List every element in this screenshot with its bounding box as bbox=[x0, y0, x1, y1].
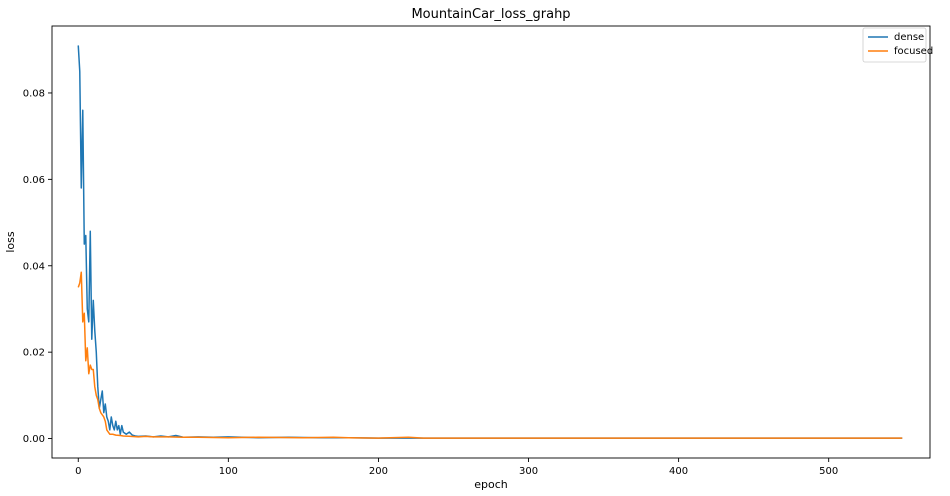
y-axis-label: loss bbox=[4, 231, 17, 253]
y-axis-ticks: 0.00 0.02 0.04 0.06 0.08 bbox=[23, 88, 52, 445]
x-tick-label: 500 bbox=[819, 466, 838, 477]
x-tick-label: 400 bbox=[669, 466, 688, 477]
y-tick-label: 0.00 bbox=[23, 434, 45, 445]
x-axis-ticks: 0 100 200 300 400 500 bbox=[75, 458, 838, 477]
x-tick-label: 100 bbox=[219, 466, 238, 477]
plot-frame bbox=[51, 25, 931, 459]
x-tick-label: 0 bbox=[75, 466, 81, 477]
chart-title: MountainCar_loss_grahp bbox=[411, 7, 570, 22]
plot-lines bbox=[77, 45, 903, 439]
legend-label-focused: focused bbox=[894, 46, 933, 57]
y-tick-label: 0.02 bbox=[23, 348, 45, 359]
x-tick-label: 300 bbox=[519, 466, 538, 477]
x-axis-label: epoch bbox=[474, 478, 508, 491]
legend-label-dense: dense bbox=[894, 32, 924, 43]
y-tick-label: 0.08 bbox=[23, 88, 45, 99]
y-tick-label: 0.06 bbox=[23, 175, 45, 186]
x-tick-label: 200 bbox=[369, 466, 388, 477]
series-line-focused bbox=[77, 271, 903, 439]
legend: dense focused bbox=[862, 27, 933, 63]
y-tick-label: 0.04 bbox=[23, 261, 45, 272]
